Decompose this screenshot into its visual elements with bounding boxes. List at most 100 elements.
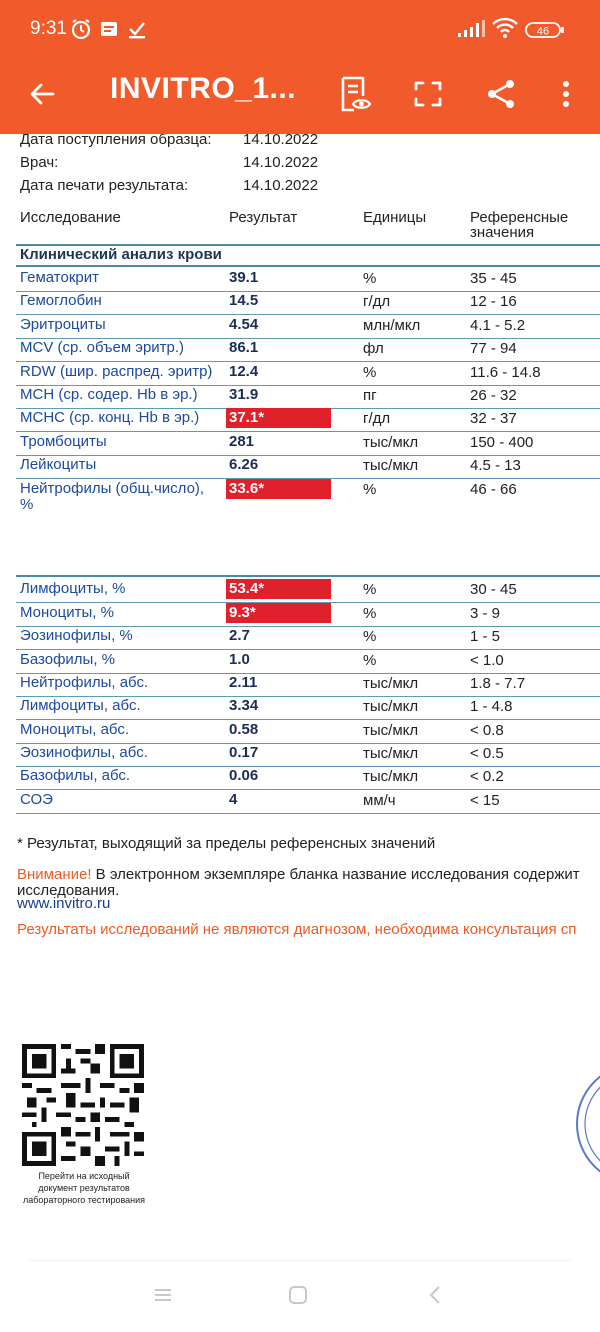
test-reference: 4.1 - 5.2 [470, 317, 526, 334]
wifi-icon [492, 17, 518, 44]
table-row: Эритроциты 4.54 млн/мкл 4.1 - 5.2 [0, 314, 600, 339]
battery-icon: 46 [525, 21, 565, 44]
test-reference: < 0.8 [470, 722, 504, 739]
test-name: RDW (шир. распред. эритр) [20, 363, 213, 380]
test-result: 31.9 [229, 386, 259, 403]
table-row: MCHC (ср. конц. Hb в эр.) 37.1* г/дл 32 - 3… [0, 407, 600, 432]
test-unit: % [363, 270, 377, 287]
test-name: СОЭ [20, 791, 53, 808]
home-square-icon[interactable] [287, 1284, 311, 1308]
test-unit: % [363, 628, 377, 645]
table-row: Эозинофилы, % 2.7% 1 - 5 [0, 625, 600, 650]
test-name: Тромбоциты [20, 433, 107, 450]
back-chevron-icon[interactable] [425, 1284, 449, 1308]
website-link[interactable]: www.invitro.ru [17, 895, 111, 912]
test-name: Моноциты, % [20, 604, 114, 621]
test-unit: тыс/мкл [363, 768, 419, 785]
test-reference: 77 - 94 [470, 340, 517, 357]
fullscreen-icon[interactable] [404, 70, 452, 118]
section-title: Клинический анализ крови [20, 246, 222, 263]
table-row: RDW (шир. распред. эритр) 12.4% 11.6 - 14.… [0, 361, 600, 386]
table-row: Базофилы, абс. 0.06 тыс/мкл < 0.2 [0, 765, 600, 790]
test-reference: < 1.0 [470, 652, 504, 669]
header-units: Единицы [363, 209, 427, 226]
table-row: Моноциты, абс. 0.58 тыс/мкл < 0.8 [0, 719, 600, 744]
stamp-seal [576, 1075, 600, 1173]
disclaimer: Результаты исследований не являются диаг… [17, 921, 577, 938]
test-unit: фл [363, 340, 384, 357]
test-unit: тыс/мкл [363, 722, 419, 739]
menu-icon[interactable] [152, 1284, 176, 1308]
table-row: MCV (ср. объем эритр.) 86.1 фл 77 - 94 [0, 337, 600, 362]
table-row: Лимфоциты, абс. 3.34 тыс/мкл 1 - 4.8 [0, 695, 600, 720]
download-done-icon [127, 18, 147, 45]
back-arrow-icon[interactable] [18, 70, 66, 118]
test-unit: тыс/мкл [363, 745, 419, 762]
test-result: 4 [229, 791, 238, 808]
test-result: 2.7 [229, 627, 250, 644]
reading-mode-icon[interactable] [331, 70, 379, 118]
test-name: Нейтрофилы, абс. [20, 674, 149, 691]
meta-label-doctor: Врач: [20, 154, 59, 171]
qr-code[interactable] [22, 1044, 144, 1166]
test-reference: < 0.2 [470, 768, 504, 785]
test-reference: < 15 [470, 792, 500, 809]
pdf-document-view[interactable]: Дата поступления образца: 14.10.2022 Вра… [0, 134, 600, 1254]
test-name: Базофилы, абс. [20, 767, 131, 784]
notification-icon [99, 18, 119, 45]
test-unit: тыс/мкл [363, 434, 419, 451]
meta-value-received: 14.10.2022 [243, 134, 319, 148]
divider [16, 244, 600, 246]
warning-text: В электронном экземпляре бланка название… [95, 866, 580, 883]
test-result-flagged: 9.3* [226, 603, 331, 623]
test-reference: < 0.5 [470, 745, 504, 762]
share-icon[interactable] [477, 70, 525, 118]
warning-line: Внимание! В электронном экземпляре бланк… [17, 866, 580, 883]
test-name: MCV (ср. объем эритр.) [20, 339, 185, 356]
table-row: СОЭ 4 мм/ч < 15 [0, 789, 600, 814]
divider [16, 265, 600, 267]
test-reference: 12 - 16 [470, 293, 517, 310]
app-bar: INVITRO_1... [0, 58, 600, 134]
battery-level: 46 [537, 26, 549, 38]
test-name: Эозинофилы, абс. [20, 744, 148, 761]
test-unit: г/дл [363, 410, 391, 427]
test-reference: 150 - 400 [470, 434, 534, 451]
test-reference: 3 - 9 [470, 605, 501, 622]
status-time: 9:31 [30, 18, 67, 39]
test-result: 0.17 [229, 744, 259, 761]
table-row: Гематокрит 39.1% 35 - 45 [0, 267, 600, 292]
test-result: 39.1 [229, 269, 259, 286]
test-reference: 30 - 45 [470, 581, 517, 598]
test-reference: 11.6 - 14.8 [470, 364, 541, 381]
test-reference: 4.5 - 13 [470, 457, 521, 474]
test-name: Лимфоциты, абс. [20, 697, 141, 714]
test-unit: % [363, 652, 377, 669]
test-result: 6.26 [229, 456, 259, 473]
table-row: Тромбоциты 281 тыс/мкл 150 - 400 [0, 431, 600, 456]
alarm-icon [70, 18, 92, 45]
system-nav-bar [0, 1254, 600, 1332]
header-result: Результат [229, 209, 298, 226]
test-unit: тыс/мкл [363, 698, 419, 715]
test-unit: % [363, 481, 377, 498]
more-icon[interactable] [542, 70, 590, 118]
header-reference: Референсные значения [470, 210, 568, 240]
test-unit: % [363, 581, 377, 598]
warning-label: Внимание! [17, 866, 92, 883]
signal-icon [457, 20, 485, 43]
test-name: Гемоглобин [20, 292, 102, 309]
test-result: 0.58 [229, 721, 259, 738]
table-row: Базофилы, % 1.0% < 1.0 [0, 649, 600, 674]
test-reference: 46 - 66 [470, 481, 517, 498]
table-row: Лимфоциты, % 53.4*% 30 - 45 [0, 578, 600, 603]
table-row: Лейкоциты 6.26 тыс/мкл 4.5 - 13 [0, 454, 600, 479]
test-unit: мм/ч [363, 792, 396, 809]
test-reference: 1.8 - 7.7 [470, 675, 526, 692]
test-unit: г/дл [363, 293, 391, 310]
test-result: 0.06 [229, 767, 259, 784]
table-row: MCH (ср. содер. Hb в эр.) 31.9 пг 26 - 32 [0, 384, 600, 409]
test-result: 86.1 [229, 339, 259, 356]
test-reference: 32 - 37 [470, 410, 517, 427]
table-row: Нейтрофилы (общ.число),% 33.6* % 46 - 66 [0, 478, 600, 518]
